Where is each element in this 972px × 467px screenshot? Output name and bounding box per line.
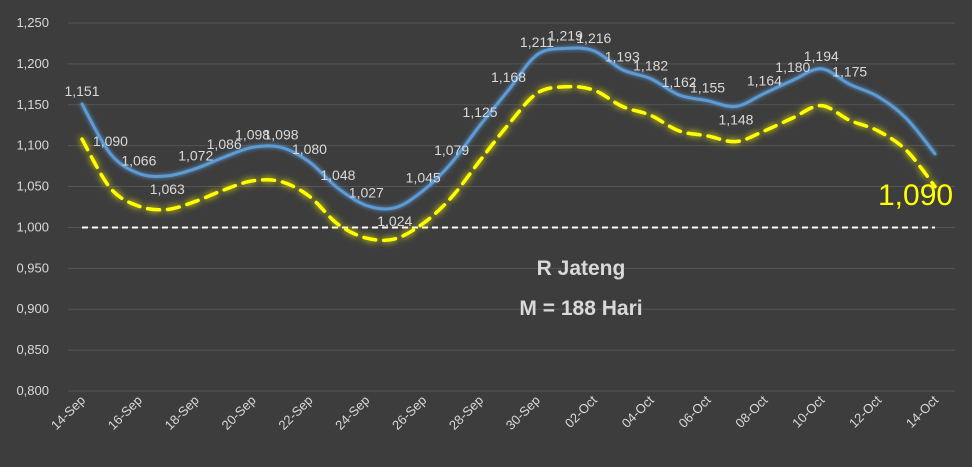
data-label: 1,066: [121, 152, 156, 168]
x-tick-label: 28-Sep: [446, 393, 486, 433]
data-label: 1,098: [235, 126, 270, 142]
data-label: 1,168: [491, 69, 526, 85]
x-tick-label: 30-Sep: [503, 393, 543, 433]
y-tick-label: 0,850: [16, 342, 49, 357]
y-tick-label: 1,000: [16, 219, 49, 234]
x-tick-label: 06-Oct: [675, 392, 713, 430]
data-label: 1,090: [93, 133, 128, 149]
series-line-yellow-dashed: [80, 84, 937, 243]
series-line-blue: [80, 46, 937, 211]
data-label: 1,063: [150, 181, 185, 197]
x-tick-label: 02-Oct: [562, 392, 600, 430]
data-label: 1,148: [718, 111, 753, 127]
data-label: 1,086: [207, 136, 242, 152]
x-tick-label: 18-Sep: [162, 393, 202, 433]
data-label: 1,048: [320, 167, 355, 183]
data-label: 1,155: [690, 80, 725, 96]
y-tick-label: 1,250: [16, 15, 49, 30]
x-tick-label: 08-Oct: [732, 392, 770, 430]
last-value-label: 1,090: [878, 179, 953, 212]
data-label: 1,219: [548, 27, 583, 43]
data-label: 1,193: [605, 49, 640, 65]
x-tick-label: 20-Sep: [218, 393, 258, 433]
y-tick-label: 1,100: [16, 138, 49, 153]
data-label: 1,080: [292, 141, 327, 157]
data-label: 1,162: [662, 74, 697, 90]
x-tick-label: 04-Oct: [619, 392, 657, 430]
data-label: 1,079: [434, 142, 469, 158]
data-label: 1,211: [520, 34, 554, 50]
chart-subtitle: M = 188 Hari: [519, 297, 642, 320]
y-tick-label: 1,150: [16, 97, 49, 112]
data-label: 1,175: [832, 63, 867, 79]
x-tick-label: 12-Oct: [846, 392, 884, 430]
data-label: 1,027: [349, 184, 384, 200]
gridlines: [68, 22, 955, 392]
series-lines: [80, 46, 937, 243]
data-label: 1,045: [406, 170, 441, 186]
data-label: 1,024: [377, 213, 412, 229]
chart-title: R Jateng: [537, 257, 626, 280]
x-tick-label: 14-Oct: [903, 392, 941, 430]
y-tick-label: 1,200: [16, 56, 49, 71]
y-tick-label: 0,900: [16, 301, 49, 316]
data-label: 1,125: [463, 104, 498, 120]
x-tick-label: 26-Sep: [389, 393, 429, 433]
y-tick-label: 0,800: [16, 383, 49, 398]
x-tick-label: 24-Sep: [332, 393, 372, 433]
data-label: 1,194: [804, 48, 839, 64]
data-label: 1,151: [64, 83, 99, 99]
data-label: 1,072: [178, 148, 213, 164]
x-axis: 14-Sep 16-Sep 18-Sep 20-Sep 22-Sep 24-Sep 26-S…: [48, 392, 942, 433]
data-label: 1,182: [633, 58, 668, 74]
data-label: 1,216: [576, 30, 611, 46]
x-tick-label: 22-Sep: [275, 393, 315, 433]
y-tick-label: 0,950: [16, 260, 49, 275]
data-labels: 1,1511,0901,0661,0631,0721,0861,0981,098…: [64, 27, 867, 228]
y-tick-label: 1,050: [16, 179, 49, 194]
x-tick-label: 10-Oct: [789, 392, 827, 430]
x-tick-label: 16-Sep: [105, 393, 145, 433]
data-label: 1,098: [264, 126, 299, 142]
data-label: 1,164: [747, 72, 782, 88]
data-label: 1,180: [775, 59, 810, 75]
x-tick-label: 14-Sep: [48, 393, 88, 433]
y-axis: 0,800 0,850 0,900 0,950 1,000 1,050 1,100 1,150…: [16, 15, 49, 398]
